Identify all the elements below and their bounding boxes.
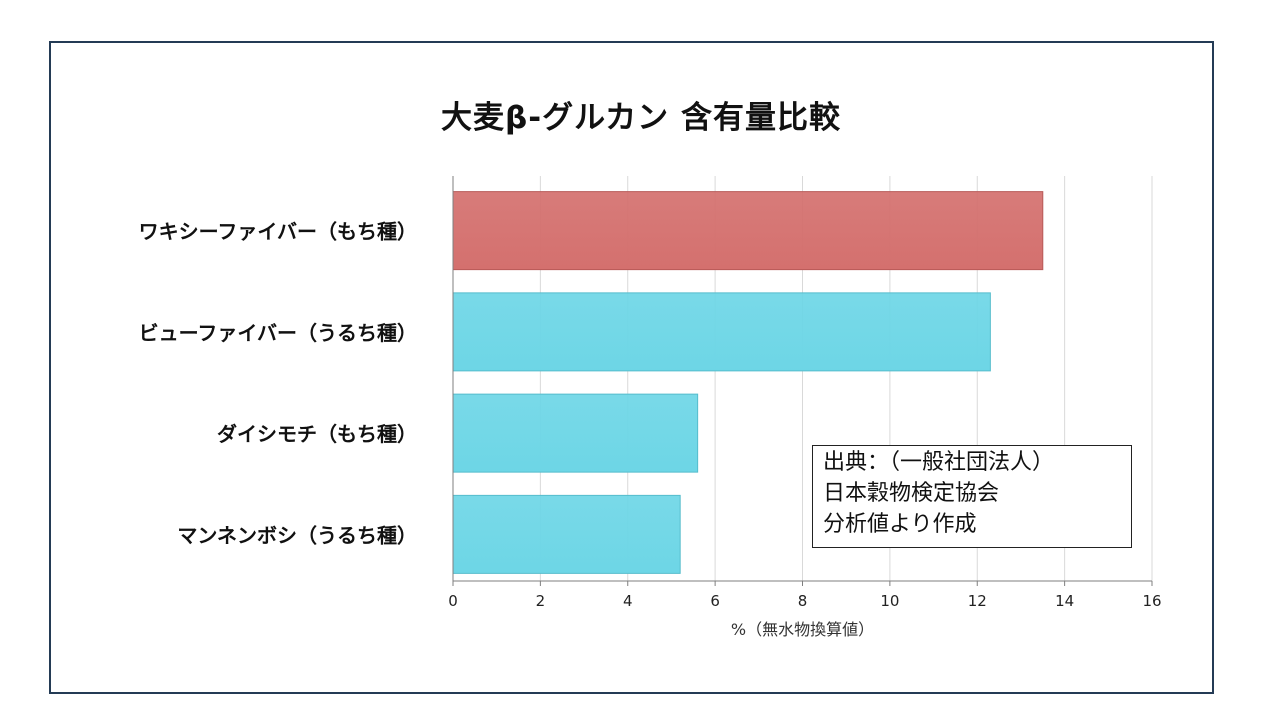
x-axis-title: %（無水物換算値）	[731, 620, 874, 639]
x-tick-label-14: 14	[1055, 592, 1074, 610]
source-line-2: 日本穀物検定協会	[823, 481, 1000, 506]
x-tick-label-6: 6	[710, 592, 720, 610]
source-line-3: 分析値より作成	[823, 512, 977, 537]
category-label-3: ダイシモチ（もち種）	[217, 422, 417, 446]
source-line-1: 出典：（一般社団法人）	[823, 450, 1055, 475]
source-annotation: 出典：（一般社団法人） 日本穀物検定協会 分析値より作成	[812, 445, 1132, 548]
category-label-2: ビューファイバー（うるち種）	[139, 321, 417, 345]
x-tick-label-0: 0	[448, 592, 458, 610]
x-tick-label-16: 16	[1142, 592, 1161, 610]
x-tick-label-10: 10	[880, 592, 899, 610]
category-label-1: ワキシーファイバー（もち種）	[139, 220, 417, 244]
category-label-4: マンネンボシ（うるち種）	[177, 523, 417, 547]
bar-4	[452, 494, 681, 574]
bar-3	[452, 393, 699, 473]
bar-1	[452, 191, 1044, 271]
x-tick-label-4: 4	[623, 592, 633, 610]
bar-2	[452, 292, 991, 372]
chart-title: 大麦β-グルカン 含有量比較	[441, 100, 841, 136]
x-tick-label-2: 2	[536, 592, 546, 610]
x-tick-label-12: 12	[968, 592, 987, 610]
x-tick-label-8: 8	[798, 592, 808, 610]
